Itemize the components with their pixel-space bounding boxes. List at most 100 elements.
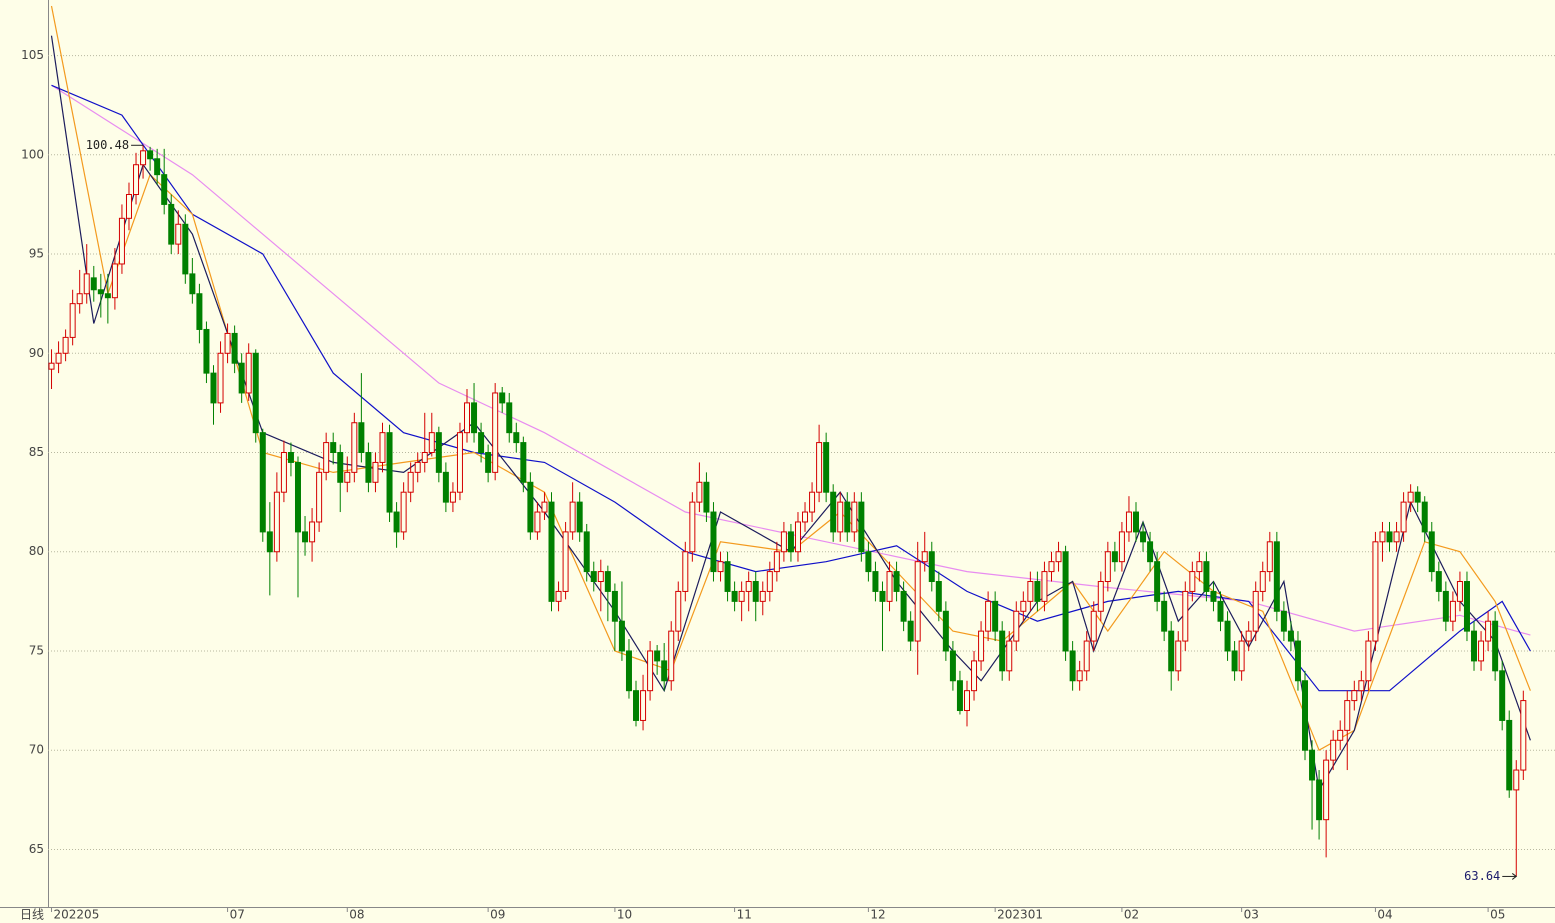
- candle-body: [104, 293, 111, 299]
- candle-body: [1203, 561, 1210, 592]
- candle-body: [1027, 581, 1034, 602]
- candle-body: [478, 432, 485, 454]
- candle-body: [499, 392, 506, 404]
- candle-body: [203, 328, 210, 374]
- candle-body: [1400, 501, 1407, 533]
- candle-body: [1210, 590, 1217, 602]
- candle-body: [1351, 690, 1358, 702]
- candle-body: [1485, 620, 1492, 642]
- candle-body: [175, 223, 182, 245]
- candle-body: [576, 501, 583, 533]
- candle-body: [809, 491, 816, 513]
- candle-body: [1463, 581, 1470, 632]
- candle-body: [942, 610, 949, 652]
- candle-body: [1456, 581, 1463, 602]
- candle-body: [111, 263, 118, 299]
- candle-body: [442, 471, 449, 503]
- candle-body: [604, 571, 611, 592]
- candle-body: [125, 193, 132, 219]
- candle-body: [1118, 531, 1125, 563]
- candle-body: [597, 571, 604, 583]
- candle-body: [76, 293, 83, 305]
- candle-body: [1048, 561, 1055, 573]
- candle-body: [1393, 531, 1400, 543]
- candle-body: [259, 432, 266, 533]
- candle-body: [752, 581, 759, 602]
- candle-body: [513, 432, 520, 444]
- candle-body: [372, 461, 379, 483]
- candle-body: [1020, 600, 1027, 612]
- candle-body: [1323, 759, 1330, 821]
- candle-body: [907, 620, 914, 642]
- candle-body: [69, 303, 76, 338]
- annotation-label: 100.48: [86, 138, 129, 152]
- candle-body: [337, 452, 344, 483]
- candle-body: [140, 150, 147, 166]
- candle-body: [435, 432, 442, 473]
- annotation-arrowhead: [1511, 873, 1518, 880]
- candle-body: [245, 352, 252, 394]
- candle-body: [238, 362, 245, 394]
- candle-body: [1224, 620, 1231, 652]
- candle-body: [428, 432, 435, 454]
- candle-body: [365, 452, 372, 483]
- candle-body: [999, 630, 1006, 672]
- x-tick-label: 05: [1490, 908, 1505, 922]
- y-tick-label: 105: [21, 48, 44, 62]
- candle-body: [900, 590, 907, 622]
- candle-body: [1252, 590, 1259, 632]
- candle-body: [330, 442, 337, 454]
- candle-body: [266, 531, 273, 553]
- candle-body: [1442, 590, 1449, 622]
- candle-body: [893, 571, 900, 592]
- candle-body: [703, 481, 710, 513]
- candle-body: [1161, 600, 1168, 632]
- candle-body: [252, 352, 259, 434]
- candle-body: [1520, 700, 1527, 771]
- candle-body: [506, 402, 513, 434]
- candle-body: [302, 531, 309, 543]
- candle-body: [1217, 600, 1224, 622]
- candle-body: [97, 289, 104, 295]
- candle-body: [1386, 531, 1393, 543]
- candle-body: [618, 620, 625, 652]
- moving-average-line: [51, 84, 1531, 636]
- candle-body: [1506, 719, 1513, 791]
- y-tick-label: 85: [29, 445, 44, 459]
- candle-body: [1041, 571, 1048, 602]
- candle-body: [1189, 571, 1196, 592]
- candle-body: [118, 217, 125, 265]
- candle-body: [464, 402, 471, 434]
- candle-body: [569, 501, 576, 533]
- candle-body: [562, 531, 569, 592]
- candle-body: [724, 561, 731, 592]
- candle-body: [1069, 650, 1076, 682]
- x-tick-label: 09: [490, 908, 505, 922]
- candle-body: [787, 531, 794, 553]
- candle-body: [633, 690, 640, 721]
- candle-body: [154, 158, 161, 176]
- candle-body: [978, 630, 985, 662]
- candle-body: [1337, 729, 1344, 741]
- candle-body: [1132, 511, 1139, 533]
- candle-body: [921, 551, 928, 563]
- candle-body: [773, 551, 780, 573]
- y-tick-label: 100: [21, 147, 44, 161]
- candle-body: [351, 422, 358, 473]
- candle-body: [323, 442, 330, 473]
- candle-body: [1358, 680, 1365, 692]
- candle-body: [928, 551, 935, 583]
- candle-body: [865, 551, 872, 573]
- candle-body: [147, 150, 154, 160]
- candle-body: [1083, 640, 1090, 672]
- y-tick-label: 95: [29, 247, 44, 261]
- candle-body: [520, 442, 527, 483]
- candle-body: [1344, 700, 1351, 731]
- candle-body: [231, 332, 238, 364]
- candle-body: [661, 660, 668, 682]
- candle-body: [682, 551, 689, 592]
- candle-body: [1245, 630, 1252, 642]
- candle-body: [654, 650, 661, 662]
- candle-body: [992, 600, 999, 632]
